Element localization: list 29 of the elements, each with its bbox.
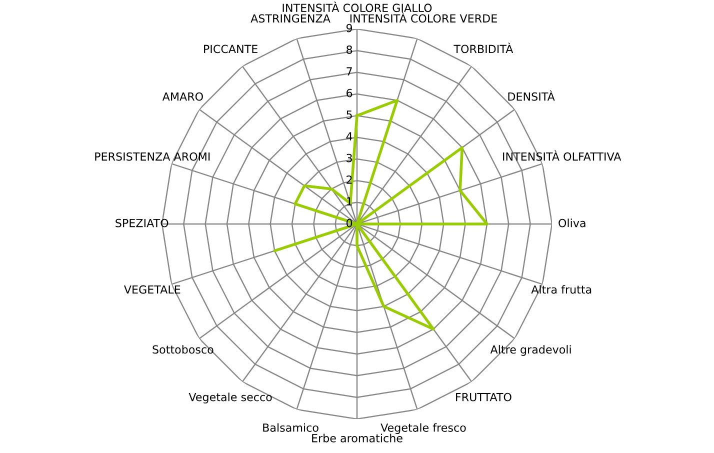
spoke-label: PERSISTENZA AROMI: [95, 152, 210, 161]
y-tick-label: 3: [346, 154, 352, 162]
spoke-label: FRUTTATO: [456, 392, 512, 402]
y-tick-label: 9: [346, 24, 352, 32]
spoke-label: Altre gradevoli: [490, 345, 571, 356]
spoke-label: Vegetale fresco: [380, 423, 466, 434]
spoke-label: Balsamico: [263, 423, 318, 432]
y-tick-label: 7: [346, 67, 352, 76]
y-tick-label: 0: [346, 218, 352, 228]
spoke-label: DENSITÀ: [508, 90, 555, 101]
y-tick-label: 1: [346, 197, 352, 206]
spoke-label: Oliva: [558, 218, 586, 228]
y-tick-label: 5: [346, 110, 352, 119]
spoke-label: INTENSITÀ COLORE GIALLO: [282, 2, 432, 12]
spoke-label: INTENSITÀ COLORE VERDE: [350, 12, 497, 23]
spoke-label: TORBIDITÀ: [454, 42, 514, 54]
spoke-label: INTENSITÀ OLFATTIVA: [503, 150, 622, 161]
y-tick-label: 6: [346, 88, 352, 98]
spoke-label: SPEZIATO: [116, 218, 168, 228]
y-tick-label: 8: [346, 45, 352, 54]
spoke-label: Erbe aromatiche: [312, 434, 402, 442]
spoke-label: Altra frutta: [531, 285, 592, 294]
y-tick-label: 4: [346, 132, 352, 140]
spoke-label: ASTRINGENZA: [250, 14, 330, 23]
spoke-label: AMARO: [162, 92, 203, 101]
spoke-label: PICCANTE: [204, 44, 258, 54]
spoke-label: VEGETALE: [124, 285, 180, 294]
spoke-label: Vegetale secco: [188, 392, 272, 404]
spoke-label: Sottobosco: [152, 345, 214, 354]
